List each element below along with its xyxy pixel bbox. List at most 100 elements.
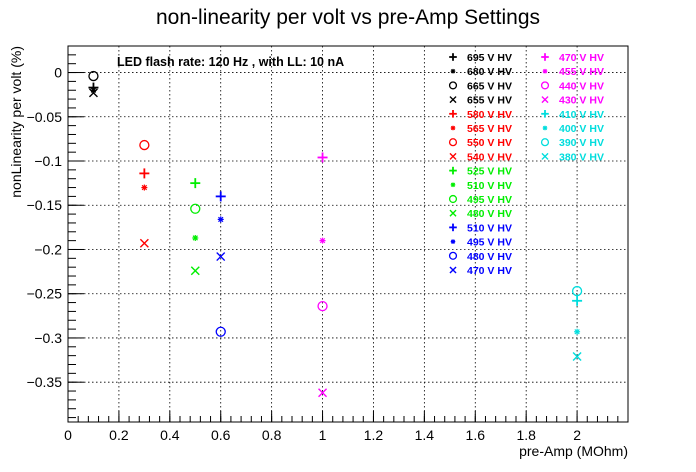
legend-marker <box>450 182 456 188</box>
cross-marker-b <box>449 96 457 104</box>
data-point <box>139 168 150 179</box>
y-tick-label: −0.15 <box>27 197 63 213</box>
x-axis-label: pre-Amp (MOhm) <box>519 443 628 459</box>
data-point <box>572 295 583 306</box>
legend-entry: 680 V HV <box>450 66 512 78</box>
cross-marker-b <box>216 252 226 262</box>
data-point <box>190 203 201 214</box>
legend-entry: 470 V HV <box>541 52 604 64</box>
data-points <box>88 70 583 398</box>
data-point <box>88 70 99 82</box>
cross-marker-b <box>88 88 98 98</box>
data-point <box>217 216 224 223</box>
y-axis-label: nonLinearity per volt (%) <box>8 46 24 198</box>
legend-marker <box>448 138 458 147</box>
circle-marker <box>215 326 226 337</box>
legend-marker <box>449 209 457 217</box>
star-marker-b <box>218 216 224 223</box>
data-point <box>190 266 200 276</box>
circle-marker <box>448 194 458 204</box>
x-tick-label: 1.6 <box>466 427 486 443</box>
legend-label: 495 V HV <box>467 194 512 206</box>
legend-label: 480 V HV <box>467 251 512 263</box>
legend-marker <box>540 138 550 147</box>
legend-label: 510 V HV <box>467 180 512 192</box>
data-point <box>215 191 226 202</box>
circle-marker <box>88 70 99 82</box>
legend-entry: 440 V HV <box>540 80 604 92</box>
legend-marker <box>540 81 550 90</box>
cross-marker-b <box>139 238 149 248</box>
circle-marker <box>190 203 201 214</box>
circle-marker <box>317 300 328 312</box>
legend-entry: 565 V HV <box>450 123 512 135</box>
tick-labels: 0 0.2 0.4 0.6 0.8 1 1.2 1.4 1.6 1.8 2 0 −0.05 −0.1 −0.… <box>27 65 582 443</box>
legend-label: 455 V HV <box>559 66 604 78</box>
legend-label: 655 V HV <box>467 95 512 107</box>
circle-marker <box>448 138 458 147</box>
legend-label: 430 V HV <box>559 95 604 107</box>
y-tick-label: −0.25 <box>27 286 63 302</box>
circle-marker <box>540 81 550 90</box>
data-point <box>141 184 148 191</box>
legend-label: 380 V HV <box>559 151 604 163</box>
legend-entry: 550 V HV <box>448 137 512 149</box>
legend-label: 695 V HV <box>467 52 512 64</box>
star-marker-b <box>450 182 456 187</box>
legend-label: 510 V HV <box>467 222 512 234</box>
star-marker-b <box>141 184 148 191</box>
x-tick-label: 0.8 <box>262 427 282 443</box>
annotation-text: LED flash rate: 120 Hz , with LL: 10 nA <box>117 55 344 69</box>
circle-marker <box>540 138 550 147</box>
legend-label: 550 V HV <box>467 137 512 149</box>
legend-marker <box>449 96 457 104</box>
legend-marker <box>448 194 458 204</box>
legend-label: 540 V HV <box>467 151 512 163</box>
cross-marker-b <box>190 266 200 276</box>
legend-label: 495 V HV <box>467 237 512 249</box>
legend-label: 525 V HV <box>467 166 512 178</box>
legend-entry: 540 V HV <box>449 151 512 163</box>
star-marker-b <box>574 329 580 335</box>
circle-marker <box>571 285 583 297</box>
data-point <box>139 238 149 248</box>
x-tick-label: 0 <box>64 427 72 443</box>
x-tick-label: 0.2 <box>109 427 129 443</box>
cross-marker-b <box>449 266 457 274</box>
legend-marker <box>449 223 457 232</box>
data-point <box>216 252 226 262</box>
legend-marker <box>449 110 457 118</box>
data-point <box>317 300 328 312</box>
legend-label: 400 V HV <box>559 123 604 135</box>
data-point <box>317 152 328 163</box>
star-marker-b <box>542 125 548 131</box>
chart-title: non-linearity per volt vs pre-Amp Settin… <box>156 6 540 29</box>
legend-entry: 430 V HV <box>541 95 604 107</box>
legend-entry: 390 V HV <box>540 137 604 149</box>
legend-label: 440 V HV <box>559 80 604 92</box>
star-marker-b <box>319 237 326 244</box>
legend-entry: 655 V HV <box>449 95 512 107</box>
star-marker-b <box>192 235 198 241</box>
plot-frame <box>67 45 629 423</box>
legend-marker <box>450 239 456 244</box>
legend-label: 390 V HV <box>559 137 604 149</box>
cross-marker-b <box>541 96 549 104</box>
legend-marker <box>448 251 458 260</box>
grid <box>67 46 628 422</box>
cross-marker-b <box>318 388 328 398</box>
y-tick-label: −0.2 <box>34 241 62 257</box>
y-tick-label: −0.35 <box>27 374 63 390</box>
legend-marker <box>541 110 549 118</box>
data-point <box>572 352 582 362</box>
data-point <box>215 326 226 337</box>
legend-entry: 455 V HV <box>542 66 604 78</box>
legend-marker <box>449 266 457 274</box>
y-tick-label: −0.1 <box>34 153 62 169</box>
legend-entry: 580 V HV <box>449 109 512 121</box>
data-point <box>318 388 328 398</box>
data-point <box>574 328 581 335</box>
legend-marker <box>541 96 549 104</box>
